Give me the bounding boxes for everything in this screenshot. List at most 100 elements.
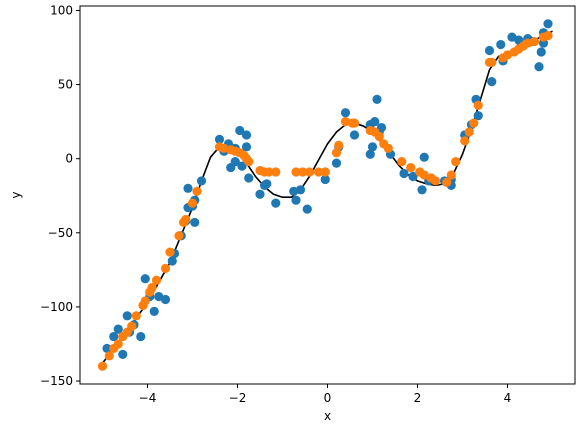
scatter-point [190, 217, 200, 228]
x-tick-label: 0 [324, 391, 332, 405]
scatter-point [365, 149, 375, 159]
plot-content [97, 19, 553, 371]
x-axis-label: x [324, 409, 331, 423]
scatter-point [487, 77, 497, 87]
scatter-point [167, 256, 177, 266]
scatter-point [484, 45, 495, 56]
scatter-point [442, 177, 452, 187]
scatter-point [271, 198, 281, 208]
y-axis-ticks: −150 −100 −50 0 50 100 [40, 3, 80, 388]
scatter-point [304, 167, 315, 177]
scatter-point [487, 57, 497, 67]
scatter-point [131, 311, 141, 321]
x-axis-ticks: −4 −2 0 2 4 [139, 384, 512, 405]
scatter-point [464, 127, 474, 137]
scatter-point [446, 170, 456, 180]
scatter-point [302, 204, 312, 214]
scatter-point [397, 157, 407, 167]
scatter-point [399, 168, 409, 179]
scatter-point [104, 351, 114, 361]
scatter-point [160, 263, 171, 273]
scatter-point [136, 331, 146, 342]
scatter-series-1 [97, 31, 553, 371]
scatter-point [183, 183, 193, 193]
scatter-point [113, 339, 123, 349]
y-tick-label: 100 [50, 3, 73, 17]
scatter-point [473, 100, 483, 110]
scatter-point [408, 171, 418, 182]
scatter-point [370, 117, 380, 127]
scatter-point [140, 274, 150, 284]
scatter-point [295, 185, 306, 195]
scatter-point [543, 19, 553, 29]
scatter-point [271, 167, 281, 177]
y-tick-label: 0 [65, 152, 73, 166]
scatter-series-0 [102, 19, 553, 359]
scatter-point [320, 174, 330, 185]
scatter-point [235, 125, 245, 136]
scatter-point [543, 31, 553, 41]
x-tick-label: −4 [139, 391, 157, 405]
scatter-point [241, 130, 252, 140]
scatter-point [264, 167, 274, 177]
scatter-point [244, 173, 254, 183]
scatter-point [536, 47, 546, 57]
scatter-point [187, 198, 198, 208]
scatter-point [160, 294, 171, 305]
scatter-point [230, 157, 240, 167]
scatter-point [140, 296, 150, 306]
scatter-point [331, 158, 342, 168]
scatter-point [147, 283, 157, 293]
scatter-point [473, 111, 483, 121]
scatter-point [419, 152, 429, 162]
y-tick-label: −100 [40, 300, 73, 314]
scatter-point [244, 157, 254, 167]
x-tick-label: 4 [504, 391, 512, 405]
scatter-point [334, 140, 344, 150]
scatter-point [372, 94, 382, 104]
scatter-point [262, 179, 272, 189]
fit-curve-line [101, 30, 553, 364]
scatter-point [165, 247, 175, 257]
scatter-point [349, 118, 360, 128]
y-tick-label: −50 [48, 226, 73, 240]
scatter-point [469, 118, 479, 128]
scatter-point [102, 343, 112, 354]
x-tick-label: −2 [229, 391, 247, 405]
scatter-point [349, 130, 360, 140]
scatter-point [255, 189, 265, 199]
scatter-point [192, 186, 202, 196]
x-tick-label: 2 [414, 391, 422, 405]
scatter-point [430, 176, 441, 186]
scatter-point [113, 324, 123, 334]
scatter-point [97, 361, 108, 371]
scatter-point [151, 275, 162, 285]
scatter-point [451, 157, 461, 167]
scatter-point [291, 195, 301, 205]
scatter-point [406, 162, 416, 173]
scatter-point [460, 136, 470, 146]
y-tick-label: 50 [58, 78, 73, 92]
scatter-point [313, 167, 324, 177]
scatter-point [529, 36, 540, 47]
scatter-point [496, 39, 506, 50]
scatter-point [196, 176, 207, 186]
scatter-point [149, 306, 159, 316]
y-axis-label: y [9, 191, 23, 198]
scatter-point [122, 311, 132, 321]
scatter-point [331, 148, 342, 158]
scatter-point [214, 134, 225, 145]
scatter-point [417, 185, 427, 195]
scatter-point [118, 349, 128, 359]
scatter-point [127, 321, 137, 331]
scatter-point [181, 214, 191, 225]
scatter-point [534, 62, 544, 72]
scatter-point [291, 167, 301, 177]
scatter-point [109, 331, 119, 342]
scatter-point [241, 142, 252, 152]
scatter-point [383, 143, 393, 153]
scatter-point [237, 161, 247, 171]
scatter-point [174, 231, 184, 241]
